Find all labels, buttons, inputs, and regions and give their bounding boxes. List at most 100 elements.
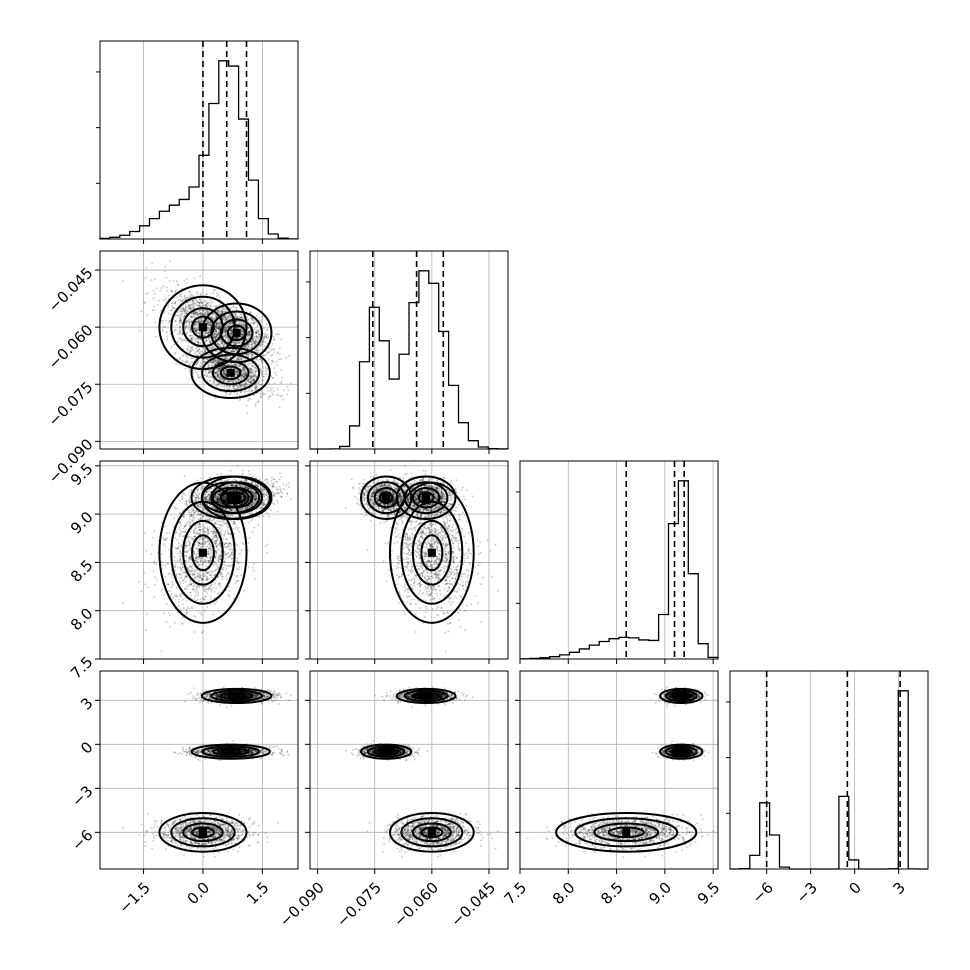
scatter-point (229, 333, 232, 335)
scatter-point (217, 294, 220, 296)
scatter-point (227, 388, 230, 391)
scatter-point (199, 532, 202, 535)
scatter-point (246, 347, 249, 349)
scatter-point (206, 528, 209, 531)
scatter-point (226, 386, 229, 388)
scatter-point (222, 378, 224, 380)
scatter-point (232, 341, 234, 344)
scatter-point (206, 353, 209, 356)
scatter-point (227, 339, 229, 341)
scatter-point (240, 328, 243, 331)
scatter-point (211, 313, 214, 316)
scatter-point (257, 346, 260, 349)
scatter-point (234, 313, 237, 316)
scatter-point (187, 304, 190, 307)
scatter-point (245, 372, 248, 375)
scatter-point (219, 321, 222, 324)
scatter-point (229, 380, 231, 383)
scatter-point (256, 349, 259, 352)
scatter-point (227, 381, 230, 383)
scatter-point (235, 373, 237, 375)
scatter-point (231, 342, 233, 345)
scatter-point (232, 364, 235, 367)
scatter-point (230, 332, 233, 335)
scatter-point (247, 488, 250, 491)
scatter-point (221, 312, 224, 315)
scatter-point (230, 508, 233, 511)
scatter-point (260, 320, 263, 323)
scatter-point (257, 338, 260, 341)
scatter-point (174, 301, 176, 304)
scatter-point (223, 498, 225, 500)
scatter-point (190, 316, 193, 319)
scatter-point (179, 512, 181, 515)
scatter-point (179, 319, 182, 322)
scatter-point (222, 372, 225, 375)
scatter-point (249, 498, 252, 501)
scatter-point (185, 321, 187, 324)
scatter-point (167, 294, 170, 297)
scatter-point (155, 287, 158, 290)
scatter-point (268, 395, 271, 398)
scatter-point (175, 574, 178, 577)
scatter-point (223, 564, 226, 566)
scatter-point (251, 389, 254, 392)
scatter-point (217, 493, 220, 496)
scatter-point (214, 372, 217, 375)
scatter-point (173, 344, 176, 346)
scatter-point (252, 372, 254, 375)
scatter-point (194, 491, 197, 493)
scatter-point (206, 327, 209, 330)
scatter-point (259, 344, 261, 347)
scatter-point (196, 327, 199, 330)
scatter-point (286, 386, 289, 388)
scatter-point (185, 332, 188, 335)
scatter-point (183, 296, 186, 299)
scatter-point (193, 302, 196, 305)
scatter-point (217, 359, 220, 362)
scatter-point (243, 346, 246, 349)
scatter-point (210, 370, 213, 373)
scatter-point (263, 488, 266, 491)
scatter-point (198, 302, 201, 304)
scatter-point (222, 310, 225, 313)
scatter-point (205, 311, 207, 314)
scatter-point (221, 307, 224, 309)
scatter-point (233, 522, 236, 525)
scatter-point (243, 385, 246, 388)
scatter-point (205, 559, 208, 562)
scatter-point (155, 578, 158, 581)
scatter-point (236, 484, 239, 487)
scatter-point (209, 477, 212, 479)
scatter-point (225, 380, 228, 383)
scatter-point (225, 326, 228, 329)
scatter-point (140, 310, 143, 313)
scatter-point (265, 370, 267, 372)
scatter-point (198, 341, 200, 344)
scatter-point (219, 366, 222, 369)
scatter-point (256, 315, 258, 317)
scatter-point (187, 328, 190, 331)
scatter-point (243, 362, 246, 365)
scatter-point (225, 344, 228, 347)
scatter-point (197, 340, 199, 343)
scatter-point (192, 315, 195, 318)
scatter-point (181, 355, 184, 358)
scatter-point (236, 358, 239, 361)
scatter-point (235, 372, 237, 374)
scatter-point (251, 375, 254, 377)
scatter-point (198, 298, 201, 301)
scatter-point (240, 358, 243, 360)
scatter-point (235, 349, 238, 351)
scatter-point (203, 525, 205, 527)
scatter-point (225, 331, 227, 334)
scatter-point (253, 323, 255, 325)
scatter-point (215, 324, 217, 327)
scatter-point (223, 328, 226, 331)
scatter-point (234, 337, 237, 340)
scatter-point (192, 299, 195, 301)
scatter-point (209, 301, 212, 304)
scatter-point (243, 371, 246, 374)
scatter-point (186, 320, 188, 323)
scatter-point (247, 332, 250, 335)
